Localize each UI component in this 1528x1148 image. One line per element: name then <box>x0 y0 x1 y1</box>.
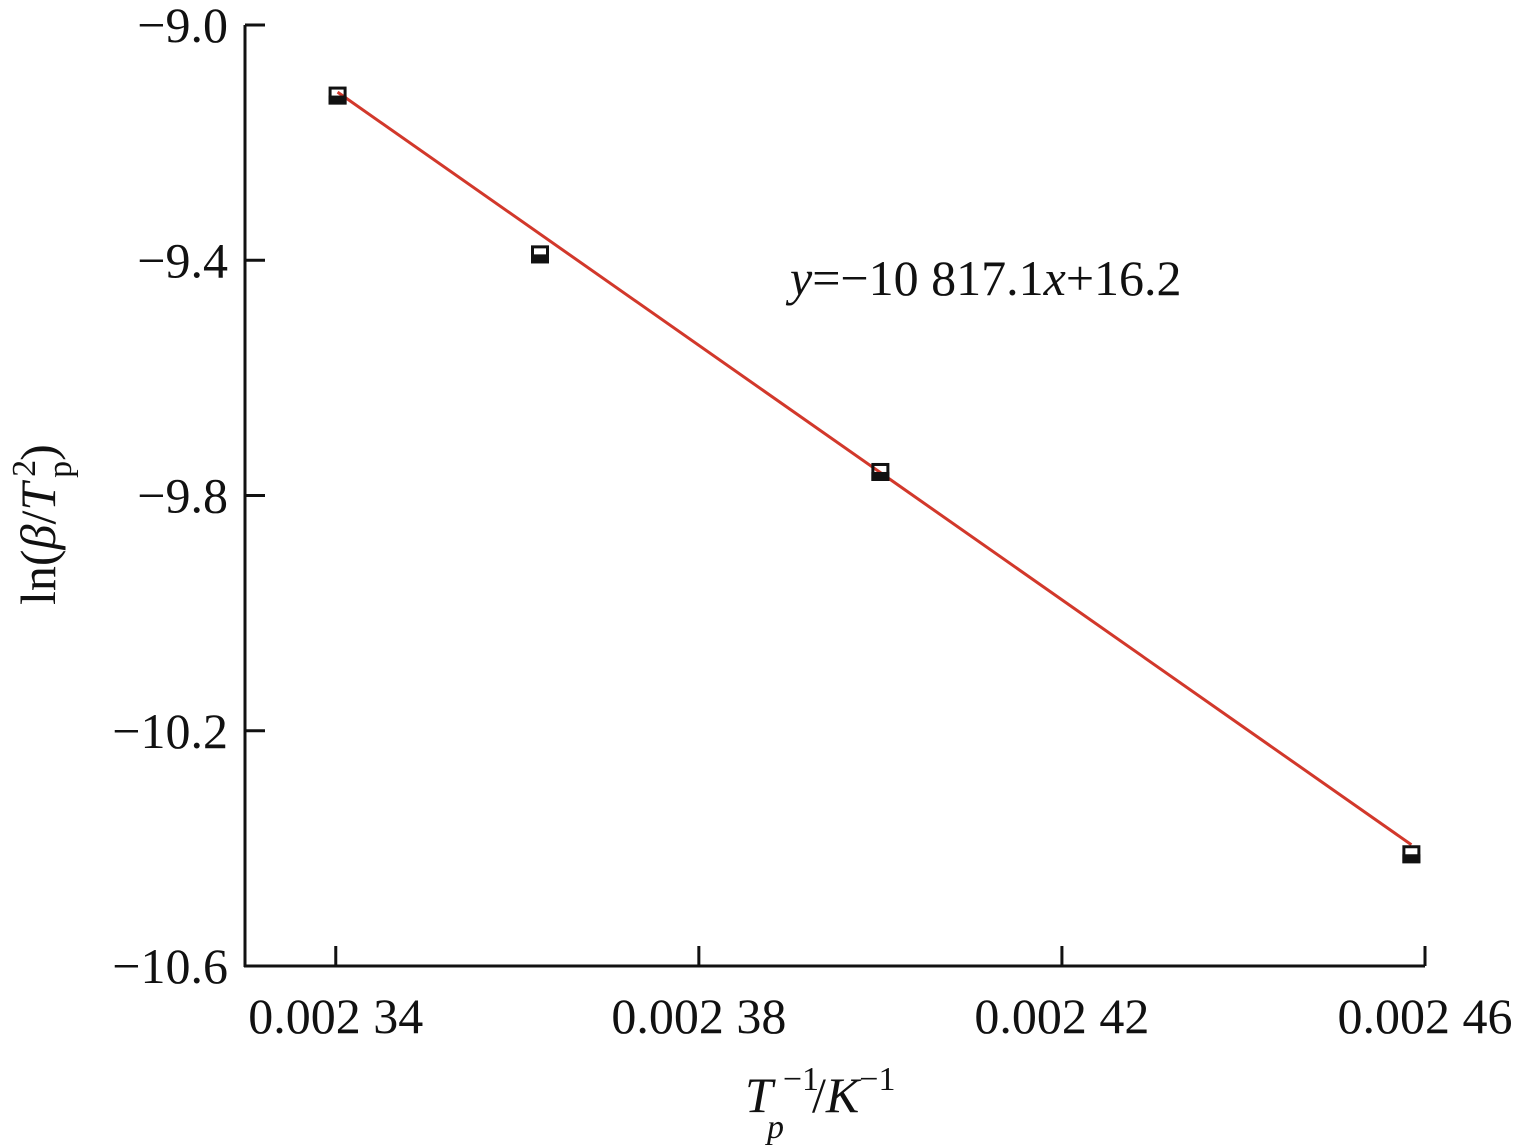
marker-fill <box>531 254 549 264</box>
y-tick-label: −10.6 <box>112 938 228 994</box>
data-point <box>1402 845 1421 864</box>
fit-equation: y=−10 817.1x+16.2 <box>785 250 1182 306</box>
marker-fill <box>871 471 890 481</box>
y-tick-label: −10.2 <box>112 703 228 759</box>
marker-outline <box>531 245 549 264</box>
x-axis-label: T −1 p/K−1 <box>745 1061 895 1146</box>
y-tick-label: −9.8 <box>137 468 228 524</box>
marker-outline <box>1402 845 1421 864</box>
y-axis-label: ln(β/T2p) <box>6 444 79 605</box>
x-tick-label: 0.002 38 <box>611 988 786 1044</box>
y-tick-label: −9.4 <box>137 232 228 288</box>
data-point <box>871 462 890 481</box>
y-tick-label: −9.0 <box>137 0 228 53</box>
marker-outline <box>328 86 347 105</box>
marker-outline <box>871 462 890 481</box>
x-tick-label: 0.002 42 <box>974 988 1149 1044</box>
x-tick-label: 0.002 46 <box>1338 988 1513 1044</box>
marker-fill <box>328 95 347 105</box>
x-tick-label: 0.002 34 <box>248 988 423 1044</box>
marker-fill <box>1402 854 1421 864</box>
data-point <box>531 245 549 264</box>
fit-line <box>336 90 1413 846</box>
data-point <box>328 86 347 105</box>
